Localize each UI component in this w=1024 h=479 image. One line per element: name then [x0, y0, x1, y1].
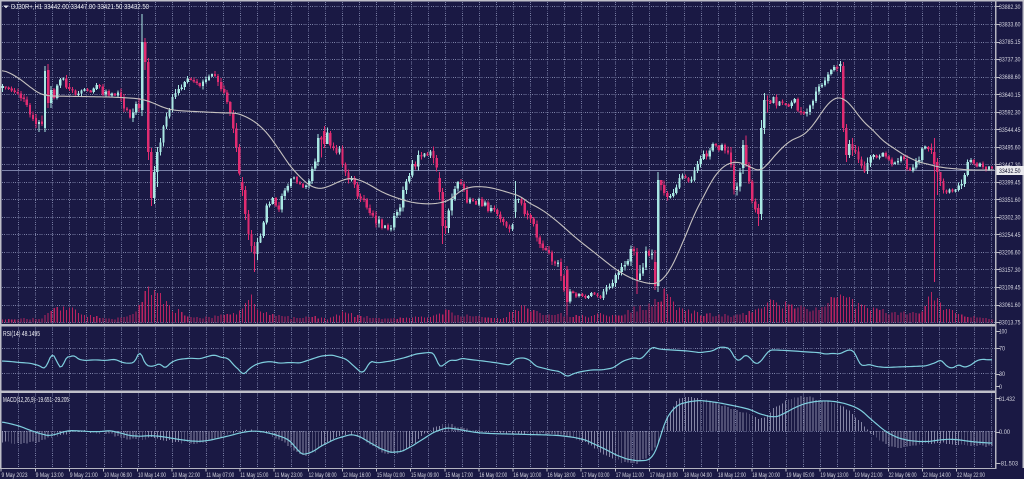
svg-text:33544.45: 33544.45	[999, 127, 1021, 134]
svg-text:33254.45: 33254.45	[999, 232, 1021, 239]
svg-text:33399.45: 33399.45	[999, 179, 1021, 186]
svg-text:30: 30	[999, 371, 1005, 378]
svg-text:19 May 13:00: 19 May 13:00	[820, 472, 848, 479]
svg-text:12 May 16:00: 12 May 16:00	[343, 472, 371, 479]
svg-text:12 May 08:00: 12 May 08:00	[309, 472, 337, 479]
svg-text:18 May 04:00: 18 May 04:00	[684, 472, 712, 479]
svg-text:33640.15: 33640.15	[999, 92, 1021, 99]
svg-text:33432.50: 33432.50	[999, 168, 1021, 175]
svg-text:RSI(14) 48.1495: RSI(14) 48.1495	[3, 331, 40, 338]
svg-text:33688.60: 33688.60	[999, 74, 1021, 81]
svg-text:17 May 03:00: 17 May 03:00	[582, 472, 610, 479]
svg-text:18 May 12:00: 18 May 12:00	[718, 472, 746, 479]
svg-text:33785.15: 33785.15	[999, 39, 1021, 46]
svg-text:33592.30: 33592.30	[999, 109, 1021, 116]
svg-text:33882.30: 33882.30	[999, 4, 1021, 11]
svg-text:-81.503: -81.503	[999, 461, 1018, 468]
svg-text:22 May 22:00: 22 May 22:00	[957, 472, 985, 479]
svg-text:22 May 14:00: 22 May 14:00	[923, 472, 951, 479]
svg-text:0: 0	[999, 384, 1002, 391]
svg-text:MACD(12,26,9) -19.651 -29.205: MACD(12,26,9) -19.651 -29.205	[3, 397, 69, 404]
svg-text:17 May 11:00: 17 May 11:00	[616, 472, 644, 479]
svg-text:22 May 06:00: 22 May 06:00	[889, 472, 917, 479]
svg-text:15 May 09:00: 15 May 09:00	[411, 472, 439, 479]
svg-text:33737.30: 33737.30	[999, 57, 1021, 64]
svg-text:15 May 17:00: 15 May 17:00	[445, 472, 473, 479]
svg-text:33302.30: 33302.30	[999, 215, 1021, 222]
svg-text:33013.75: 33013.75	[999, 320, 1021, 327]
svg-text:16 May 18:00: 16 May 18:00	[547, 472, 575, 479]
svg-text:0.00: 0.00	[999, 429, 1010, 436]
svg-text:10 May 22:00: 10 May 22:00	[172, 472, 200, 479]
svg-text:19 May 05:00: 19 May 05:00	[786, 472, 814, 479]
svg-text:70: 70	[999, 346, 1005, 353]
svg-text:DJ30R+,H1 33442.00 33447.00 33: DJ30R+,H1 33442.00 33447.00 33421.50 334…	[11, 4, 149, 11]
svg-text:33495.60: 33495.60	[999, 144, 1021, 151]
svg-text:10 May 06:00: 10 May 06:00	[104, 472, 132, 479]
svg-text:11 May 15:00: 11 May 15:00	[240, 472, 268, 479]
svg-text:11 May 07:00: 11 May 07:00	[206, 472, 234, 479]
svg-text:17 May 19:00: 17 May 19:00	[650, 472, 678, 479]
svg-text:33109.45: 33109.45	[999, 285, 1021, 292]
svg-text:16 May 10:00: 16 May 10:00	[513, 472, 541, 479]
svg-text:9 May 2023: 9 May 2023	[2, 472, 28, 479]
svg-text:33833.60: 33833.60	[999, 22, 1021, 29]
svg-text:9 May 21:00: 9 May 21:00	[70, 472, 98, 479]
svg-text:33206.60: 33206.60	[999, 250, 1021, 257]
svg-text:11 May 23:00: 11 May 23:00	[275, 472, 303, 479]
svg-text:33447.30: 33447.30	[999, 162, 1021, 169]
svg-text:9 May 13:00: 9 May 13:00	[36, 472, 64, 479]
svg-text:15 May 01:00: 15 May 01:00	[377, 472, 405, 479]
svg-text:33351.60: 33351.60	[999, 197, 1021, 204]
svg-text:10 May 14:00: 10 May 14:00	[138, 472, 166, 479]
svg-text:18 May 20:00: 18 May 20:00	[752, 472, 780, 479]
svg-text:16 May 02:00: 16 May 02:00	[479, 472, 507, 479]
svg-text:33157.30: 33157.30	[999, 267, 1021, 274]
svg-text:33061.60: 33061.60	[999, 302, 1021, 309]
svg-text:100: 100	[999, 329, 1007, 336]
svg-text:81.432: 81.432	[999, 396, 1015, 403]
svg-text:19 May 21:00: 19 May 21:00	[855, 472, 883, 479]
